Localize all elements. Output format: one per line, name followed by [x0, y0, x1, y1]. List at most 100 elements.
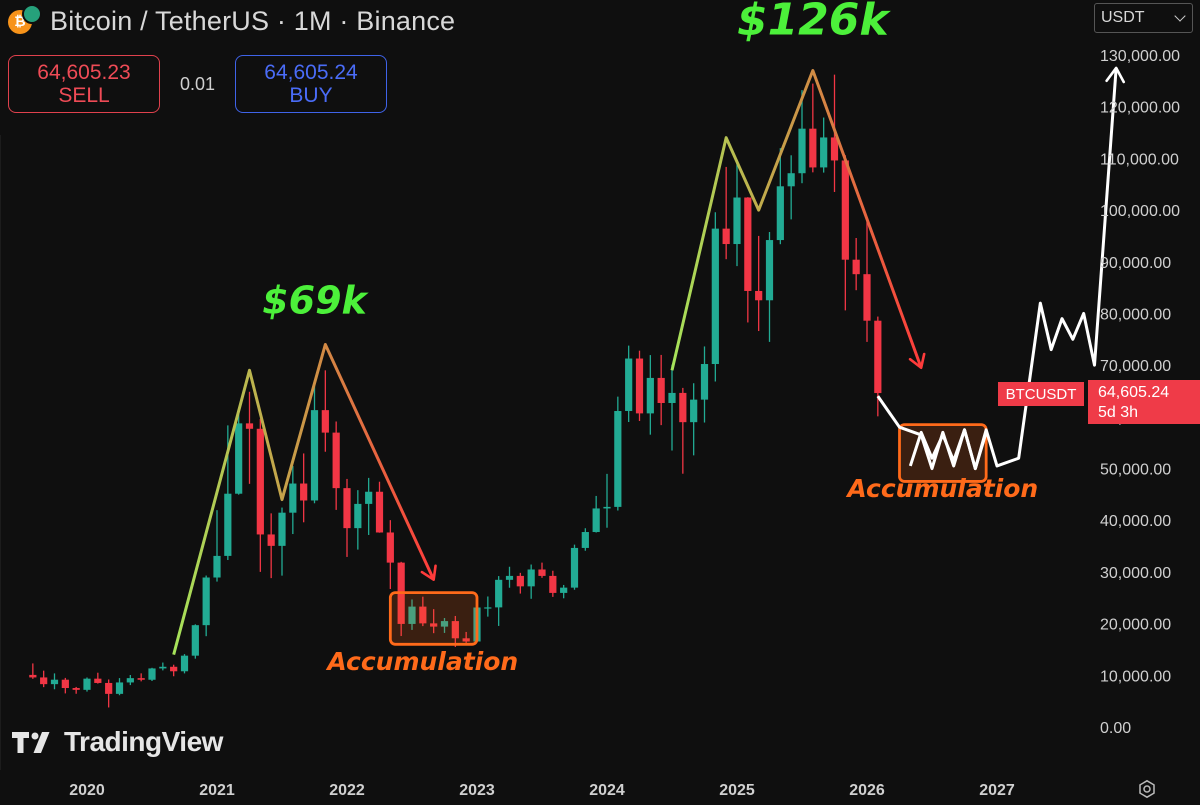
candle-body — [700, 364, 709, 400]
candle-body — [105, 682, 113, 694]
candle-body — [614, 411, 622, 507]
candle-body — [300, 483, 308, 501]
chart-header: Bitcoin / TetherUS · 1M · Binance — [8, 3, 456, 37]
x-tick-label: 2024 — [589, 782, 625, 799]
buy-button[interactable]: 64,605.24 BUY — [235, 55, 387, 113]
candle-body — [137, 678, 145, 680]
tether-icon — [22, 3, 42, 24]
candle-body — [278, 512, 286, 546]
candle-body — [527, 569, 535, 587]
candle-body — [776, 186, 784, 241]
candle-body — [440, 621, 449, 627]
candle-body — [332, 432, 340, 489]
cycle-2021-line — [172, 342, 436, 656]
y-tick-label: 30,000.00 — [1100, 565, 1171, 582]
accumulation-box — [388, 591, 479, 646]
y-tick-label: 20,000.00 — [1100, 617, 1171, 634]
candle-body — [657, 377, 665, 403]
currency-select[interactable]: USDT — [1094, 3, 1193, 33]
candle-body — [50, 679, 59, 685]
spread-value: 0.01 — [179, 73, 216, 94]
candle-body — [365, 491, 373, 504]
candle-body — [787, 173, 795, 187]
candle-body — [874, 320, 882, 394]
arrow-head — [908, 352, 926, 370]
settings-icon[interactable] — [1137, 779, 1157, 799]
candle-body — [560, 587, 568, 593]
y-tick-label: 90,000.00 — [1100, 255, 1171, 272]
annotation-labels: $69k $126k Accumulation Accumulation — [262, 0, 1038, 676]
candle-body — [213, 555, 221, 578]
candle-body — [495, 579, 503, 608]
x-tick-label: 2023 — [459, 782, 495, 799]
candle-body — [755, 290, 763, 301]
candle-body — [419, 606, 427, 624]
y-tick-label: 40,000.00 — [1100, 513, 1171, 530]
x-tick-label: 2027 — [979, 782, 1015, 799]
candle-body — [343, 488, 351, 529]
x-axis: 2020 2021 2022 2023 2024 2025 2026 2027 — [69, 782, 1015, 799]
candle-body — [267, 534, 275, 546]
candle-body — [646, 377, 654, 414]
candles-layer — [29, 74, 882, 708]
peak-label: $126k — [737, 0, 891, 45]
projection-line — [876, 67, 1118, 471]
chevron-down-icon — [1174, 10, 1186, 22]
y-tick-label: 70,000.00 — [1100, 358, 1171, 375]
x-tick-label: 2022 — [329, 782, 365, 799]
candle-body — [841, 160, 849, 260]
candle-body — [235, 423, 243, 494]
candle-body — [863, 274, 871, 321]
candle-body — [83, 678, 91, 690]
bar-countdown: 5d 3h — [1098, 404, 1139, 421]
y-tick-label: 130,000.00 — [1100, 48, 1180, 65]
candle-body — [516, 575, 524, 587]
tradingview-logo: TradingView — [12, 726, 223, 758]
candle-body — [538, 569, 546, 576]
last-price: 64,605.24 — [1098, 384, 1170, 401]
y-tick-label: 110,000.00 — [1100, 151, 1179, 168]
candle-body — [570, 547, 579, 588]
candle-body — [679, 392, 687, 423]
candle-body — [711, 228, 719, 365]
projection-box-zigzag-line — [908, 428, 988, 471]
sell-label: SELL — [58, 84, 110, 107]
pair-title[interactable]: Bitcoin / TetherUS · 1M · Binance — [50, 6, 456, 36]
y-tick-label: 100,000.00 — [1100, 203, 1180, 220]
candle-body — [29, 674, 37, 678]
candle-body — [722, 228, 730, 245]
trade-panel: 64,605.23 SELL 0.01 64,605.24 BUY — [8, 55, 387, 113]
candle-body — [744, 197, 752, 291]
currency-value: USDT — [1101, 9, 1145, 26]
candle-body — [451, 621, 459, 639]
tradingview-icon — [12, 732, 50, 753]
x-tick-label: 2025 — [719, 782, 755, 799]
accumulation-label: Accumulation — [845, 474, 1038, 503]
candle-body — [809, 128, 817, 168]
y-tick-label: 10,000.00 — [1100, 668, 1171, 685]
candle-body — [159, 666, 167, 669]
x-tick-label: 2020 — [69, 782, 105, 799]
candle-body — [733, 197, 741, 245]
candle-body — [592, 508, 600, 533]
sell-price: 64,605.23 — [37, 61, 131, 84]
candle-body — [549, 575, 557, 593]
candle-body — [310, 410, 319, 501]
candle-body — [224, 493, 232, 556]
candle-body — [820, 137, 828, 168]
accumulation-label: Accumulation — [325, 647, 518, 676]
candle-body — [386, 532, 394, 563]
buy-price: 64,605.24 — [264, 61, 358, 84]
candle-body — [126, 678, 134, 683]
candle-body — [245, 423, 254, 429]
sell-button[interactable]: 64,605.23 SELL — [8, 55, 160, 113]
candle-body — [289, 483, 297, 513]
candle-body — [354, 503, 362, 529]
peak-label: $69k — [262, 278, 369, 322]
x-tick-label: 2026 — [849, 782, 885, 799]
candle-body — [115, 682, 124, 694]
candle-body — [256, 428, 264, 535]
candle-body — [581, 532, 589, 548]
candle-body — [635, 358, 644, 414]
y-tick-label: 80,000.00 — [1100, 306, 1171, 323]
